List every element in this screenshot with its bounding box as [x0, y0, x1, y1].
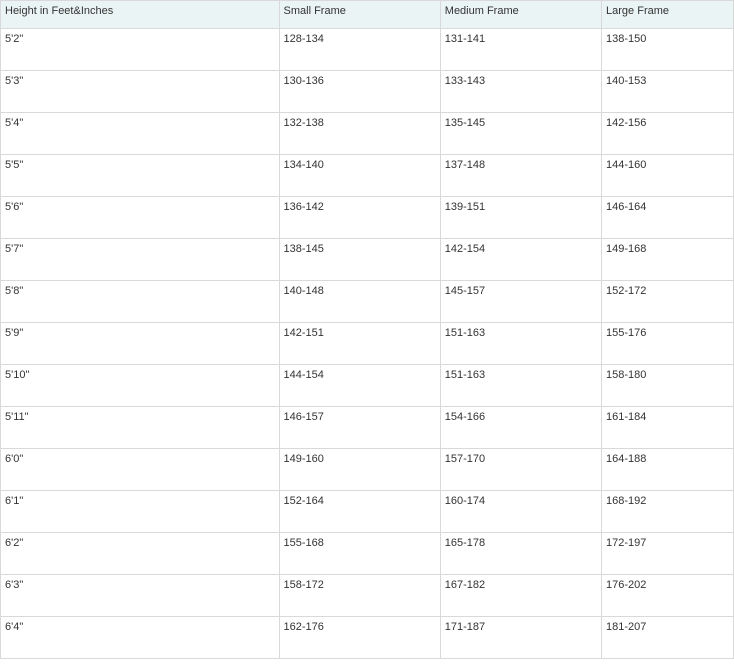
cell: 5'7" [1, 239, 280, 281]
cell: 171-187 [440, 617, 601, 659]
cell: 5'8" [1, 281, 280, 323]
cell: 138-145 [279, 239, 440, 281]
cell: 5'3" [1, 71, 280, 113]
cell: 172-197 [602, 533, 734, 575]
cell: 151-163 [440, 323, 601, 365]
table-row: 6'4"162-176171-187181-207 [1, 617, 734, 659]
cell: 149-160 [279, 449, 440, 491]
table-row: 5'6"136-142139-151146-164 [1, 197, 734, 239]
cell: 157-170 [440, 449, 601, 491]
table-row: 5'2"128-134131-141138-150 [1, 29, 734, 71]
cell: 176-202 [602, 575, 734, 617]
cell: 5'4" [1, 113, 280, 155]
cell: 164-188 [602, 449, 734, 491]
cell: 5'2" [1, 29, 280, 71]
cell: 160-174 [440, 491, 601, 533]
cell: 5'5" [1, 155, 280, 197]
table-row: 5'10"144-154151-163158-180 [1, 365, 734, 407]
cell: 155-176 [602, 323, 734, 365]
cell: 152-172 [602, 281, 734, 323]
cell: 151-163 [440, 365, 601, 407]
cell: 144-154 [279, 365, 440, 407]
cell: 142-156 [602, 113, 734, 155]
cell: 152-164 [279, 491, 440, 533]
table-row: 6'3"158-172167-182176-202 [1, 575, 734, 617]
table-row: 5'4"132-138135-145142-156 [1, 113, 734, 155]
cell: 161-184 [602, 407, 734, 449]
weight-table: Height in Feet&Inches Small Frame Medium… [0, 0, 734, 659]
cell: 146-164 [602, 197, 734, 239]
cell: 168-192 [602, 491, 734, 533]
table-row: 6'2"155-168165-178172-197 [1, 533, 734, 575]
cell: 135-145 [440, 113, 601, 155]
cell: 165-178 [440, 533, 601, 575]
cell: 6'1" [1, 491, 280, 533]
col-header-large: Large Frame [602, 1, 734, 29]
cell: 131-141 [440, 29, 601, 71]
cell: 140-153 [602, 71, 734, 113]
table-row: 5'9"142-151151-163155-176 [1, 323, 734, 365]
cell: 5'10" [1, 365, 280, 407]
cell: 144-160 [602, 155, 734, 197]
table-row: 5'8"140-148145-157152-172 [1, 281, 734, 323]
cell: 6'3" [1, 575, 280, 617]
cell: 155-168 [279, 533, 440, 575]
cell: 5'6" [1, 197, 280, 239]
cell: 128-134 [279, 29, 440, 71]
cell: 162-176 [279, 617, 440, 659]
cell: 142-154 [440, 239, 601, 281]
header-row: Height in Feet&Inches Small Frame Medium… [1, 1, 734, 29]
col-header-small: Small Frame [279, 1, 440, 29]
cell: 138-150 [602, 29, 734, 71]
cell: 133-143 [440, 71, 601, 113]
cell: 5'11" [1, 407, 280, 449]
cell: 158-180 [602, 365, 734, 407]
table-row: 6'0"149-160157-170164-188 [1, 449, 734, 491]
table-row: 5'11"146-157154-166161-184 [1, 407, 734, 449]
cell: 142-151 [279, 323, 440, 365]
cell: 130-136 [279, 71, 440, 113]
cell: 167-182 [440, 575, 601, 617]
table-row: 5'3"130-136133-143140-153 [1, 71, 734, 113]
table-body: 5'2"128-134131-141138-1505'3"130-136133-… [1, 29, 734, 659]
col-header-height: Height in Feet&Inches [1, 1, 280, 29]
cell: 158-172 [279, 575, 440, 617]
table-row: 6'1"152-164160-174168-192 [1, 491, 734, 533]
cell: 149-168 [602, 239, 734, 281]
cell: 181-207 [602, 617, 734, 659]
cell: 139-151 [440, 197, 601, 239]
cell: 132-138 [279, 113, 440, 155]
col-header-medium: Medium Frame [440, 1, 601, 29]
cell: 134-140 [279, 155, 440, 197]
cell: 6'0" [1, 449, 280, 491]
table-row: 5'5"134-140137-148144-160 [1, 155, 734, 197]
table-row: 5'7"138-145142-154149-168 [1, 239, 734, 281]
cell: 146-157 [279, 407, 440, 449]
cell: 140-148 [279, 281, 440, 323]
cell: 137-148 [440, 155, 601, 197]
cell: 6'2" [1, 533, 280, 575]
cell: 6'4" [1, 617, 280, 659]
cell: 145-157 [440, 281, 601, 323]
cell: 136-142 [279, 197, 440, 239]
cell: 154-166 [440, 407, 601, 449]
cell: 5'9" [1, 323, 280, 365]
